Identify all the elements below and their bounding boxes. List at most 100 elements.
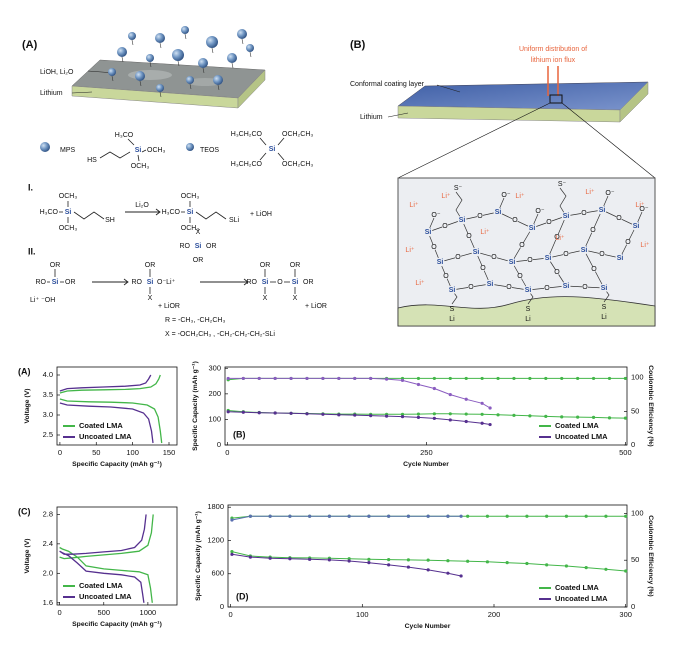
oxygen-label: O	[491, 254, 497, 261]
data-point	[464, 419, 468, 424]
label-bg	[431, 244, 437, 250]
label: OCH₃	[59, 193, 78, 200]
oxygen-label: O	[468, 284, 474, 291]
data-point	[257, 411, 261, 415]
data-point	[288, 557, 292, 561]
label-bg	[616, 215, 622, 221]
data-point	[273, 411, 277, 415]
oxygen-label: O	[506, 284, 512, 291]
anchor-stick	[139, 80, 142, 87]
label-bg	[455, 254, 461, 260]
x-tick-label: 0	[225, 448, 229, 457]
data-point	[426, 568, 430, 572]
label: H₃CO	[115, 132, 134, 139]
data-point	[226, 410, 230, 414]
label-bg	[582, 284, 588, 290]
y-tick-label: 3.5	[43, 390, 53, 399]
label-bg	[561, 281, 571, 291]
oxide-label: O⁻	[501, 192, 510, 199]
label: Si	[195, 243, 202, 250]
label: X	[196, 229, 201, 236]
label-bg	[517, 273, 523, 279]
x-tick-label: 0	[229, 610, 233, 619]
silicon-label: Si	[449, 287, 456, 294]
data-point	[505, 514, 509, 518]
data-point	[432, 376, 436, 381]
label: H₃CO	[40, 209, 59, 216]
data-point	[305, 412, 309, 416]
silicon-label: Si	[487, 281, 494, 288]
label-bg	[591, 266, 597, 272]
data-point	[337, 413, 341, 417]
mps-molecule	[117, 47, 127, 57]
data-point	[607, 416, 612, 420]
data-point	[308, 514, 312, 518]
network	[423, 187, 643, 305]
data-point	[337, 376, 341, 381]
data-point	[248, 514, 252, 518]
anchor-stick	[149, 61, 152, 68]
data-point	[512, 413, 516, 417]
data-point	[406, 558, 411, 562]
data-point	[480, 376, 484, 381]
label: MPS	[60, 147, 76, 154]
y-tick-label: 2.8	[43, 509, 53, 518]
x-axis-label: Specific Capacity (mAh g⁻¹)	[72, 461, 162, 468]
y-tick-label: 2.5	[43, 430, 53, 439]
data-point	[406, 565, 411, 569]
label: Si	[187, 209, 194, 216]
data-point	[525, 561, 529, 566]
data-point	[289, 376, 293, 381]
x-tick-label: 250	[420, 448, 433, 457]
label: OR	[193, 257, 204, 264]
label-bg	[471, 247, 481, 257]
label-bg	[625, 239, 631, 245]
mps-molecule	[135, 71, 145, 81]
label-bg	[506, 284, 512, 290]
x-tick-label: 150	[163, 448, 176, 457]
label: X	[263, 295, 268, 302]
label: Si	[269, 146, 276, 153]
data-point	[321, 412, 325, 416]
oxygen-label: O	[480, 265, 486, 272]
data-trace	[228, 410, 626, 419]
anchor-stick	[189, 83, 192, 90]
silicon-label: Si	[473, 249, 480, 256]
label: Si	[147, 279, 154, 286]
data-point	[480, 401, 484, 405]
lithium-ion-label: Li⁺	[405, 247, 414, 254]
label-bg	[579, 245, 589, 255]
label: OR	[145, 262, 156, 269]
label: X = -OCH₂CH₃ , -CH₂-CH₂-CH₂-SLi	[165, 331, 275, 338]
x-axis-label: Specific Capacity (mAh g⁻¹)	[72, 621, 162, 628]
curve	[59, 374, 154, 444]
x-tick-label: 0	[58, 448, 62, 457]
data-point	[564, 564, 569, 568]
oxygen-label: O	[442, 223, 448, 230]
data-point	[576, 415, 580, 419]
oxygen-label: O	[517, 273, 523, 280]
data-point	[505, 561, 509, 565]
data-point	[448, 412, 452, 416]
data-point	[584, 566, 588, 570]
y2-tick-label: 100	[631, 508, 644, 517]
data-point	[564, 514, 569, 518]
data-point	[226, 376, 230, 381]
oxygen-label: O	[443, 273, 449, 280]
label: X	[293, 295, 298, 302]
y2-tick-label: 0	[631, 602, 635, 611]
mps-molecule	[172, 49, 184, 61]
label-bg	[527, 257, 533, 263]
label-bg	[581, 210, 587, 216]
data-point	[241, 376, 245, 381]
label-bg	[599, 283, 609, 293]
label: TEOS	[200, 147, 219, 154]
data-point	[446, 514, 450, 518]
data-point	[485, 514, 490, 518]
data-point	[607, 376, 612, 381]
label-bg	[590, 227, 596, 233]
legend-label: Coated LMA	[79, 421, 123, 430]
zoom-region	[549, 94, 563, 104]
legend-label: Coated LMA	[79, 581, 123, 590]
oxide-label: O⁻	[605, 190, 614, 197]
